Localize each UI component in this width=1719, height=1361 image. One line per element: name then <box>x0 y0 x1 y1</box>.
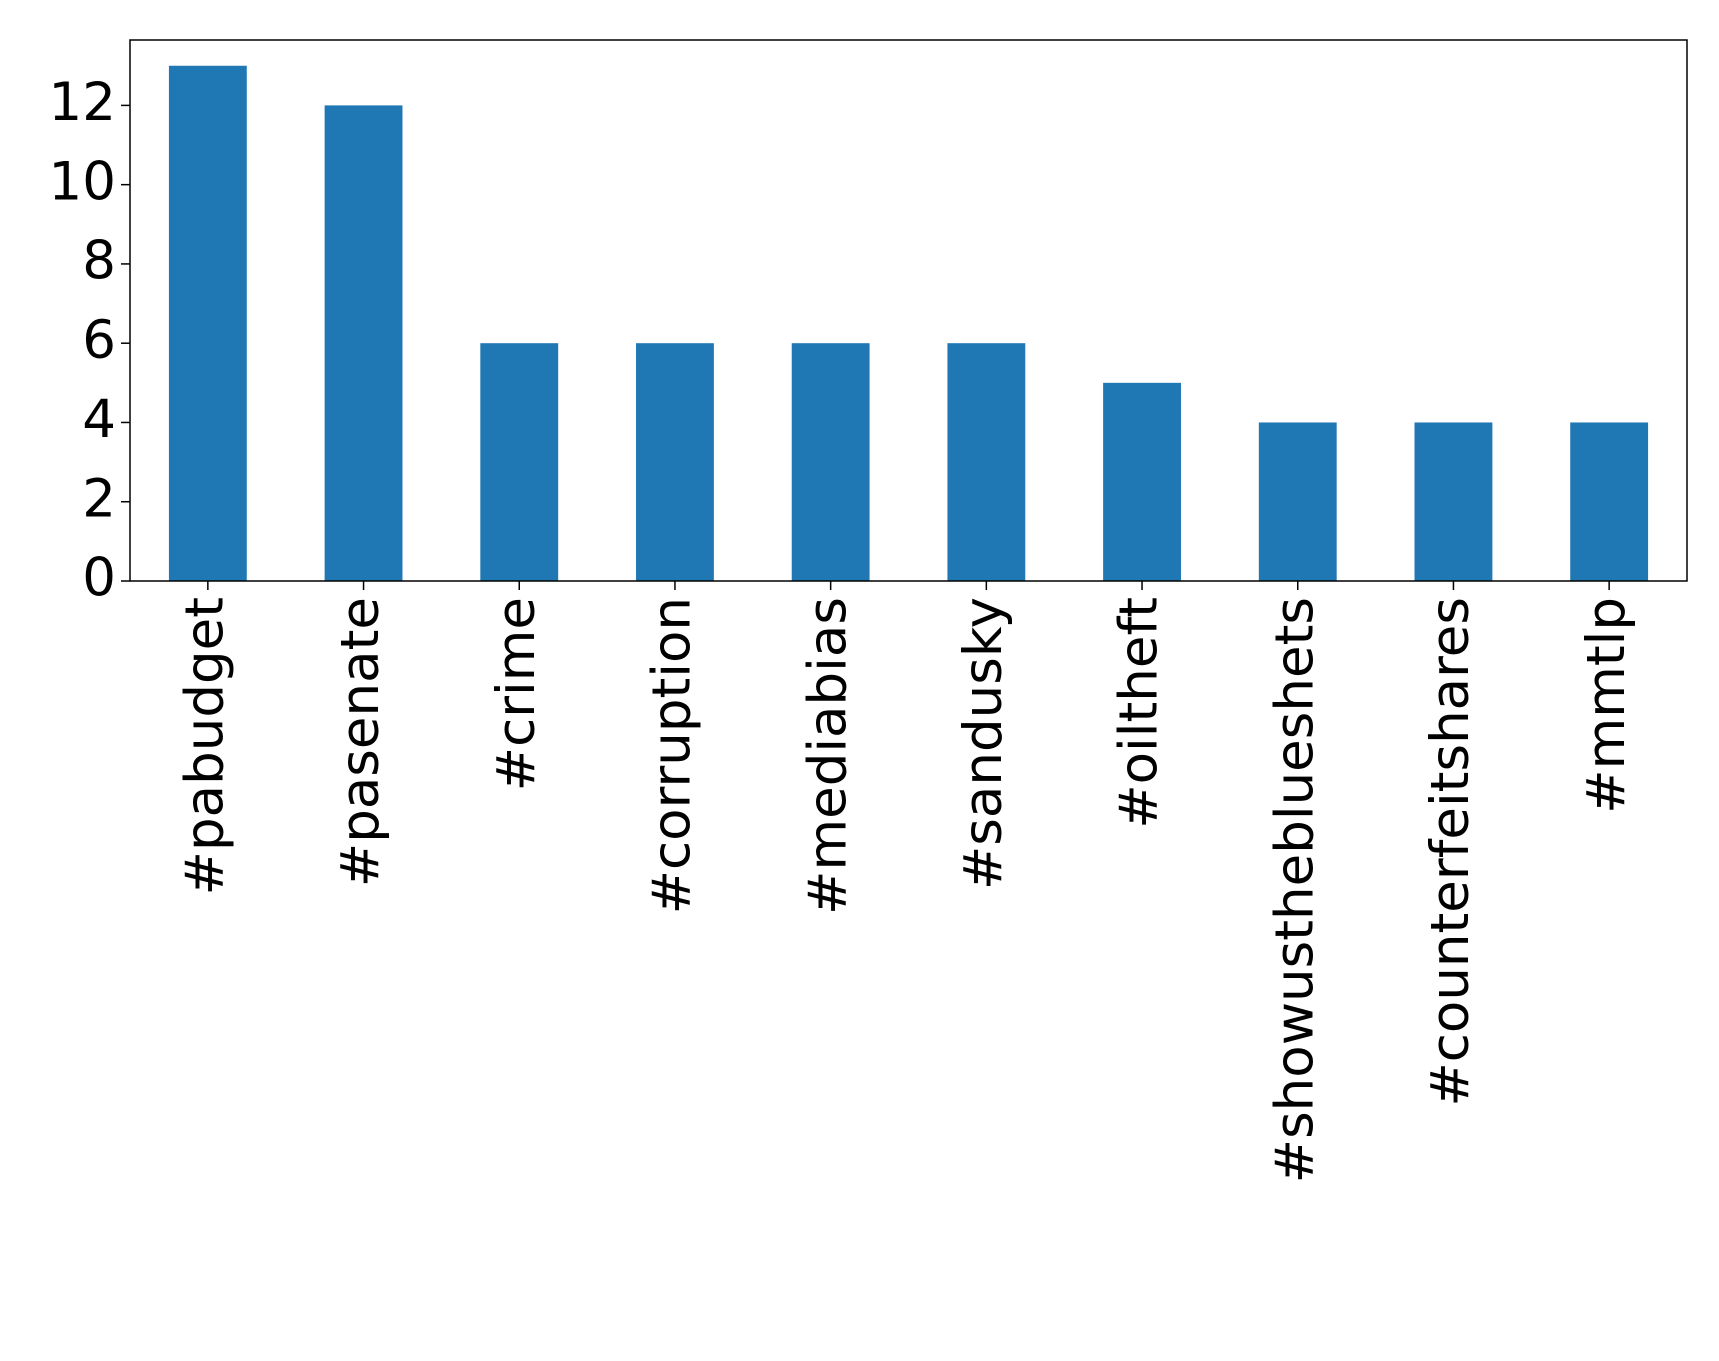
x-tick-label: #pasenate <box>330 597 391 887</box>
bar <box>1570 422 1649 581</box>
x-tick-label: #showustheblueshets <box>1264 597 1325 1183</box>
bar <box>1103 382 1181 581</box>
x-tick-label: #sandusky <box>953 597 1014 890</box>
y-tick-label: 12 <box>49 72 116 133</box>
x-tick-label: #crime <box>486 597 547 791</box>
x-tick-label: #pabudget <box>174 597 235 895</box>
x-tick-label: #counterfeitshares <box>1420 597 1481 1107</box>
bar <box>947 343 1026 581</box>
axes-frame <box>129 39 1688 582</box>
bar <box>791 343 870 581</box>
y-tick-label: 2 <box>82 468 116 529</box>
bar <box>168 65 247 581</box>
y-tick-label: 4 <box>82 389 116 450</box>
bar <box>1258 422 1337 581</box>
x-tick-label: #corruption <box>642 597 703 914</box>
y-tick-label: 0 <box>82 548 116 609</box>
bar <box>636 343 714 581</box>
y-tick-label: 6 <box>82 310 116 371</box>
x-tick-label: #oiltheft <box>1109 597 1170 829</box>
bar <box>1414 422 1493 581</box>
y-tick-label: 8 <box>82 231 116 292</box>
bar <box>480 343 559 581</box>
y-tick-label: 10 <box>49 151 116 212</box>
bar <box>324 105 403 582</box>
x-tick-label: #mediabias <box>797 597 858 915</box>
x-tick-label: #mmtlp <box>1576 597 1637 814</box>
